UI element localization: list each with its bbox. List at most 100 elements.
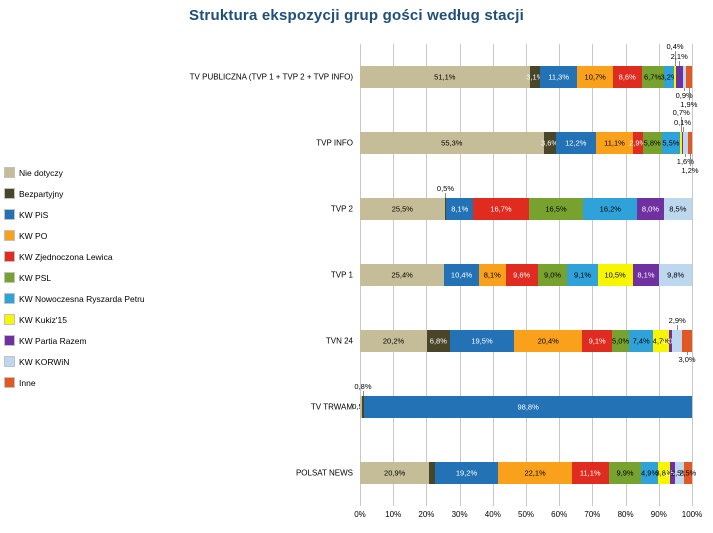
segment-value-label: 6,7% [644, 72, 662, 82]
bar-segment-bezpartyjny: 3,6% [541, 132, 559, 154]
bar-segment-kw-korwin: 9,8% [659, 264, 692, 286]
bar-segment-nie-dotyczy: 20,2% [360, 330, 428, 352]
bar-segment-kw-korwin [682, 132, 688, 154]
segment-value-label: 9,9% [616, 468, 634, 478]
bar-segment-kw-psl: 9,9% [608, 462, 642, 484]
bar-segment-kw-psl: 9,0% [537, 264, 568, 286]
bar-segment-kw-kukiz-15: 4,7% [653, 330, 670, 352]
segment-value-label: 16,2% [599, 204, 621, 214]
bar-segment-kw-pis: 98,8% [364, 396, 692, 418]
segment-value-label: 5,8% [643, 138, 661, 148]
legend-swatch-inne [4, 377, 15, 388]
segment-value-label: 9,1% [573, 270, 592, 280]
leader-line [679, 61, 681, 66]
bar-segment-kw-pis: 19,5% [449, 330, 515, 352]
bar-segment-kw-nowoczesna-ryszarda-petru: 9,1% [567, 264, 598, 286]
category-label: TVP 2 [330, 204, 353, 214]
segment-value-label: 2,9% [629, 138, 647, 148]
segment-value-label: 6,8% [429, 336, 447, 346]
segment-value-label: 1,0% [662, 336, 680, 346]
bar-segment-kw-po: 20,4% [514, 330, 583, 352]
legend-label: Inne [19, 377, 36, 388]
bar-segment-kw-kukiz-15: 3,8% [655, 462, 673, 484]
callout-value-label: 1,9% [680, 100, 698, 109]
callout-value-label: 1,2% [681, 166, 699, 175]
segment-value-label: 9,1% [588, 336, 606, 346]
chart-row-tvn-24: TVN 24 2,9% 3,0% 20,2% 6,8% 19,5% 20,4% 9,1% 5,0… [0, 308, 713, 374]
category-label: TV TRWAM [310, 402, 353, 412]
stacked-bar: 25,5% 8,1% 16,7% 16,5% 16,2% 8,0% 8,5% [360, 198, 692, 220]
legend-item-kw-zjednoczona-lewica: KW Zjednoczona Lewica [4, 246, 145, 267]
bar-segment-kw-nowoczesna-ryszarda-petru: 4,9% [641, 462, 659, 484]
leader-line [681, 117, 683, 132]
segment-value-label: 3,1% [526, 72, 544, 82]
segment-value-label: 10,5% [604, 270, 626, 280]
segment-value-label: 9,6% [513, 270, 531, 280]
callout-value-label: 3,0% [678, 355, 696, 364]
bar-segment-kw-partia-razem [675, 66, 683, 88]
bar-segment-kw-zjednoczona-lewica: 2,9% [629, 132, 646, 154]
bar-segment-kw-kukiz-15 [674, 66, 676, 88]
segment-value-label: 3,6% [541, 138, 559, 148]
segment-value-label: 10,4% [450, 270, 473, 280]
stacked-bar: 51,1% 3,1% 11,3% 10,7% 8,6% 6,7% 3,2% [360, 66, 692, 88]
stacked-bar: 20,2% 6,8% 19,5% 20,4% 9,1% 5,0% 7,4% 4,7% 1,0% [360, 330, 692, 352]
legend-item-kw-partia-razem: KW Partia Razem [4, 330, 145, 351]
category-label: POLSAT NEWS [295, 468, 353, 478]
bar-segment-kw-korwin: 8,5% [663, 198, 692, 220]
stacked-bar: 98,8% [360, 396, 692, 418]
segment-value-label: 3,2% [660, 72, 678, 82]
segment-value-label: 98,8% [517, 402, 539, 412]
category-label: TVP INFO [316, 138, 353, 148]
legend-item-kw-nowoczesna-ryszarda-petru: KW Nowoczesna Ryszarda Petru [4, 288, 145, 309]
segment-value-label: 5,0% [612, 336, 630, 346]
segment-value-label: 8,6% [618, 72, 636, 82]
segment-value-label: 8,5% [669, 204, 687, 214]
chart-row-tvp-1: TVP 1 25,4% 10,4% 8,1% 9,6% 9,0% 9,1% 10,5% 8,1%… [0, 242, 713, 308]
segment-value-label: 20,9% [384, 468, 406, 478]
legend-label: KW KORWiN [19, 356, 70, 367]
bar-segment-bezpartyjny: 6,8% [427, 330, 450, 352]
category-label: TVP 1 [330, 270, 353, 280]
bar-segment-bezpartyjny [429, 462, 435, 484]
legend-swatch-kw-kukiz-15 [4, 314, 15, 325]
callout-value-label: 0,5% [436, 184, 455, 193]
bar-segment-nie-dotyczy: 25,5% [360, 198, 445, 220]
bar-segment-kw-po: 10,7% [577, 66, 613, 88]
bar-segment-kw-pis: 8,1% [446, 198, 474, 220]
segment-value-label: 22,1% [524, 468, 546, 478]
segment-value-label: 20,4% [537, 336, 559, 346]
segment-value-label: 1,5% [664, 468, 682, 478]
x-axis-tick-label: 40% [484, 510, 501, 519]
legend-label: KW PiS [19, 209, 49, 220]
bar-segment-nie-dotyczy: 51,1% [360, 66, 530, 88]
segment-value-label: 9,8% [667, 270, 685, 280]
bar-segment-kw-korwin: 2,5% [671, 462, 688, 484]
legend-item-kw-po: KW PO [4, 225, 145, 246]
segment-value-label: 11,1% [579, 468, 601, 478]
bar-segment-kw-partia-razem: 1,5% [664, 462, 681, 484]
bar-segment-bezpartyjny: 3,1% [526, 66, 543, 88]
bar-segment-bezpartyjny [361, 396, 365, 418]
x-axis-tick-label: 80% [617, 510, 634, 519]
segment-value-label: 51,1% [434, 72, 456, 82]
callout-value-label: 0,8% [354, 382, 372, 391]
bar-segment-kw-partia-razem: 8,0% [637, 198, 664, 220]
x-axis-tick-label: 20% [418, 510, 435, 519]
legend-swatch-kw-psl [4, 272, 15, 283]
bar-segment-kw-psl: 5,8% [642, 132, 662, 154]
segment-value-label: 4,9% [641, 468, 659, 478]
segment-value-label: 55,3% [441, 138, 463, 148]
chart-row-tvp-2: TVP 2 0,5% 25,5% 8,1% 16,7% 16,5% 16,2% 8,0% 8,5… [0, 176, 713, 242]
bar-segment-nie-dotyczy: 25,4% [360, 264, 445, 286]
legend-swatch-kw-nowoczesna-ryszarda-petru [4, 293, 15, 304]
segment-value-label: 2,5% [679, 468, 697, 478]
bar-segment-nie-dotyczy [360, 396, 362, 418]
legend-label: Bezpartyjny [19, 188, 64, 199]
bar-segment-kw-zjednoczona-lewica: 9,6% [505, 264, 538, 286]
x-axis-tick-label: 100% [681, 510, 703, 519]
bar-segment-inne [681, 330, 692, 352]
legend-swatch-kw-partia-razem [4, 335, 15, 346]
segment-value-label: 9,0% [543, 270, 562, 280]
